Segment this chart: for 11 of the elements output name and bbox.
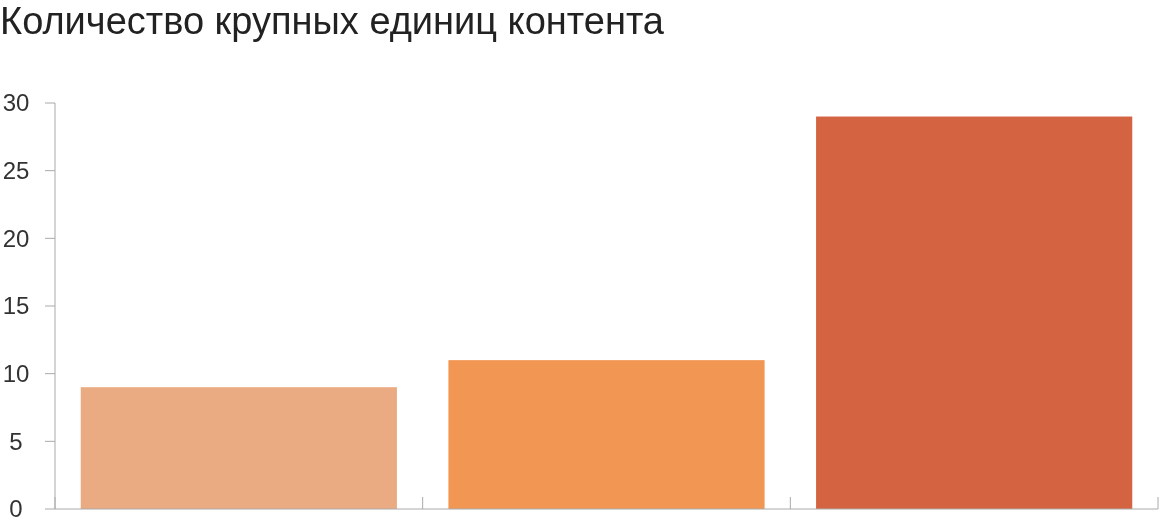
bar xyxy=(816,116,1133,509)
y-tick-label: 10 xyxy=(2,360,30,388)
y-tick-label: 15 xyxy=(2,292,30,320)
bar xyxy=(448,360,765,509)
y-tick-label: 20 xyxy=(2,224,30,252)
chart-title: Количество крупных единиц контента xyxy=(0,0,665,42)
y-tick-label: 0 xyxy=(9,495,23,523)
y-tick-label: 25 xyxy=(2,157,30,185)
bar xyxy=(80,387,397,509)
y-tick-label: 30 xyxy=(2,89,30,117)
y-tick-label: 5 xyxy=(9,427,23,455)
